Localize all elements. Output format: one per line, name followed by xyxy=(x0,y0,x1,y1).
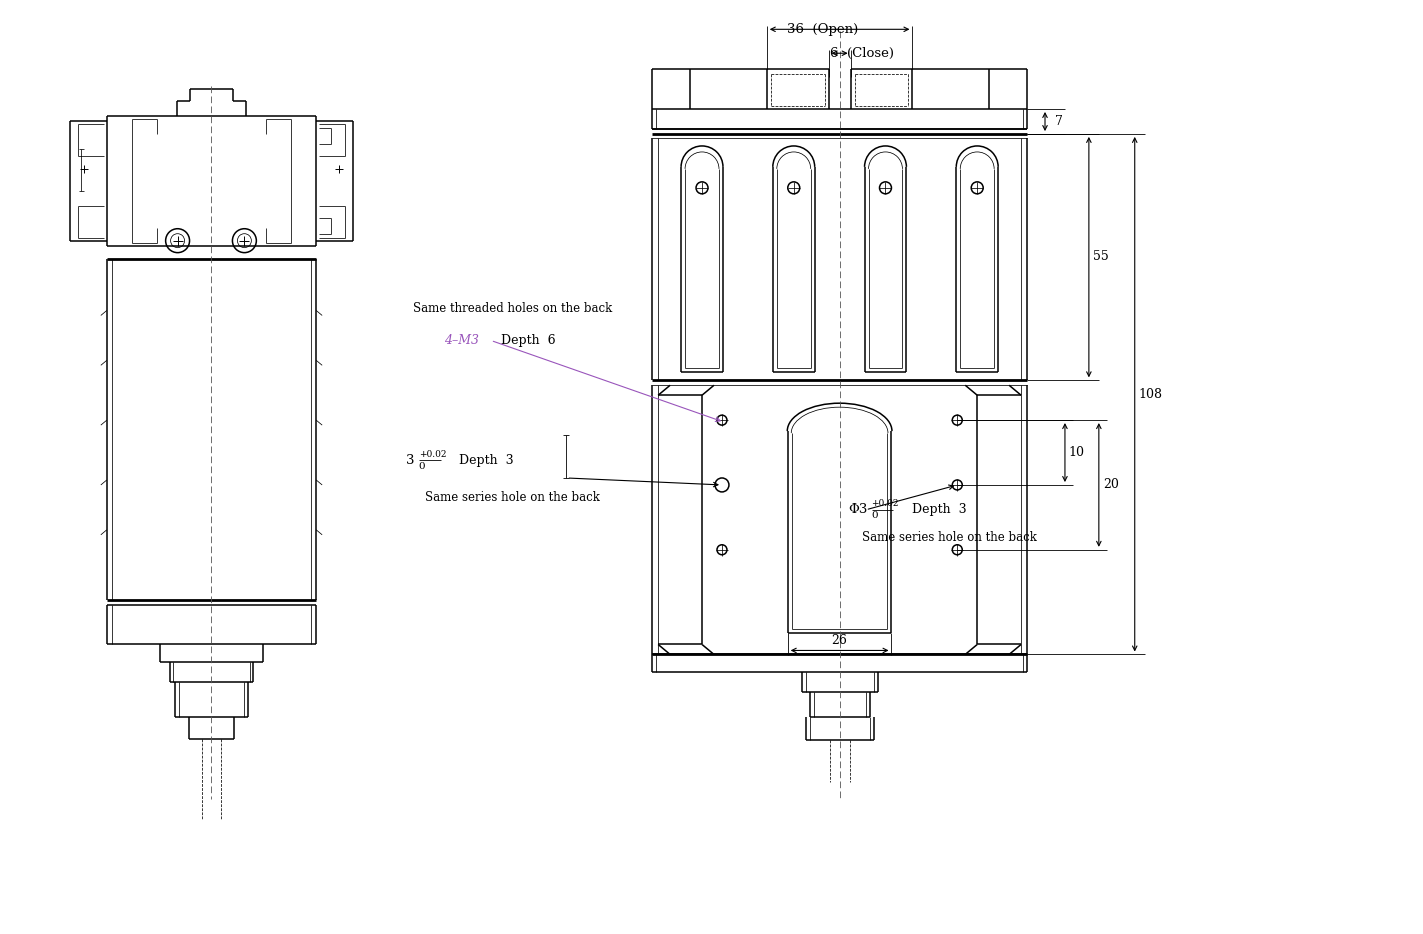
Text: 0: 0 xyxy=(871,511,878,520)
Text: Φ3: Φ3 xyxy=(848,503,868,517)
Text: Same threaded holes on the back: Same threaded holes on the back xyxy=(413,302,612,315)
Text: +0.02: +0.02 xyxy=(871,500,899,508)
Text: 7: 7 xyxy=(1054,115,1063,128)
Text: Same series hole on the back: Same series hole on the back xyxy=(425,491,601,504)
Text: 55: 55 xyxy=(1093,250,1109,263)
Text: Depth  3: Depth 3 xyxy=(912,503,966,517)
Text: 6  (Close): 6 (Close) xyxy=(830,47,894,60)
Text: 20: 20 xyxy=(1103,478,1118,491)
Text: 4–M3: 4–M3 xyxy=(444,333,478,347)
Text: 36  (Open): 36 (Open) xyxy=(787,22,858,35)
Text: 10: 10 xyxy=(1069,446,1084,459)
Text: 3: 3 xyxy=(407,454,416,466)
Text: +0.02: +0.02 xyxy=(418,449,447,459)
Text: 0: 0 xyxy=(418,461,425,471)
Text: Depth  6: Depth 6 xyxy=(501,333,556,347)
Text: Depth  3: Depth 3 xyxy=(460,454,514,466)
Text: 26: 26 xyxy=(831,634,848,647)
Text: Same series hole on the back: Same series hole on the back xyxy=(862,531,1037,545)
Text: 108: 108 xyxy=(1138,388,1163,401)
